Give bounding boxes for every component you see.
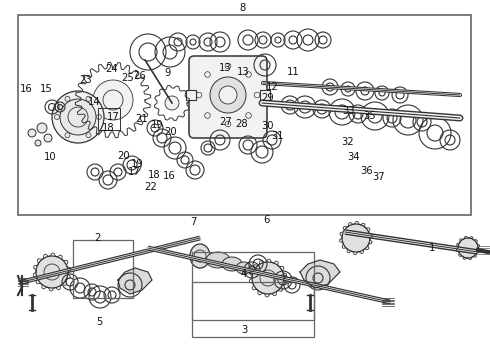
Text: 32: 32 — [342, 137, 354, 147]
Circle shape — [54, 114, 59, 120]
Circle shape — [36, 256, 68, 288]
Ellipse shape — [206, 252, 230, 268]
Bar — [260, 90, 270, 100]
Circle shape — [52, 91, 104, 143]
Text: 21: 21 — [136, 114, 148, 124]
Text: 34: 34 — [348, 152, 360, 162]
Circle shape — [28, 129, 36, 137]
Bar — [192, 282, 314, 337]
Circle shape — [65, 133, 70, 138]
Text: 23: 23 — [80, 75, 92, 85]
Circle shape — [35, 140, 41, 146]
Circle shape — [245, 72, 251, 77]
Circle shape — [65, 96, 70, 101]
Text: 24: 24 — [106, 64, 118, 74]
Text: 37: 37 — [373, 172, 385, 182]
Text: 2: 2 — [94, 233, 100, 243]
Text: 15: 15 — [40, 84, 52, 94]
Circle shape — [97, 114, 101, 120]
Circle shape — [252, 262, 284, 294]
Text: 33: 33 — [343, 106, 355, 116]
Text: 20: 20 — [118, 151, 130, 161]
Circle shape — [245, 113, 251, 118]
Text: 14: 14 — [88, 97, 100, 107]
Circle shape — [342, 224, 370, 252]
Bar — [186, 90, 196, 100]
Text: 30: 30 — [262, 121, 274, 131]
Text: 10: 10 — [44, 152, 56, 162]
Text: 16: 16 — [20, 84, 32, 94]
Text: 20: 20 — [165, 127, 177, 137]
Text: 28: 28 — [236, 119, 248, 129]
Text: 26: 26 — [134, 71, 147, 81]
Text: 29: 29 — [262, 93, 274, 103]
Circle shape — [44, 134, 52, 142]
Text: 18: 18 — [147, 170, 160, 180]
Text: 3: 3 — [241, 325, 247, 335]
Circle shape — [93, 80, 133, 120]
Text: 1: 1 — [429, 243, 435, 253]
Text: 27: 27 — [220, 117, 232, 127]
Bar — [192, 252, 314, 320]
Bar — [18, 15, 471, 215]
Text: 18: 18 — [102, 123, 114, 133]
Circle shape — [196, 92, 202, 98]
Circle shape — [165, 96, 179, 110]
Text: 17: 17 — [127, 167, 140, 177]
Text: 22: 22 — [145, 182, 157, 192]
Text: 13: 13 — [219, 63, 231, 73]
FancyBboxPatch shape — [189, 56, 267, 138]
Ellipse shape — [222, 257, 242, 271]
Circle shape — [86, 96, 91, 101]
Text: 5: 5 — [96, 317, 102, 327]
Ellipse shape — [236, 262, 252, 274]
Text: 31: 31 — [271, 131, 284, 141]
Text: 6: 6 — [263, 215, 269, 225]
Text: 36: 36 — [361, 166, 373, 176]
Text: 35: 35 — [364, 111, 376, 121]
Circle shape — [210, 77, 246, 113]
Text: 4: 4 — [241, 269, 247, 279]
Bar — [73, 240, 133, 298]
Circle shape — [254, 92, 260, 98]
Text: 9: 9 — [165, 68, 171, 78]
Circle shape — [458, 238, 478, 258]
Text: 8: 8 — [239, 3, 245, 13]
Circle shape — [225, 63, 231, 69]
Circle shape — [60, 99, 96, 135]
Circle shape — [205, 72, 210, 77]
Circle shape — [37, 123, 47, 133]
Bar — [98, 108, 120, 130]
Circle shape — [205, 113, 210, 118]
Text: 11: 11 — [287, 67, 299, 77]
Text: 25: 25 — [122, 73, 134, 83]
Polygon shape — [118, 268, 152, 294]
Polygon shape — [300, 260, 340, 288]
Text: 16: 16 — [163, 171, 175, 181]
Text: 19: 19 — [150, 120, 163, 130]
Text: 7: 7 — [190, 217, 196, 227]
Circle shape — [225, 121, 231, 127]
Text: 17: 17 — [107, 112, 120, 122]
Circle shape — [86, 133, 91, 138]
Ellipse shape — [190, 244, 210, 268]
Text: 19: 19 — [131, 159, 144, 169]
Text: 12: 12 — [266, 82, 278, 92]
Text: 13: 13 — [237, 67, 249, 77]
Circle shape — [219, 86, 237, 104]
